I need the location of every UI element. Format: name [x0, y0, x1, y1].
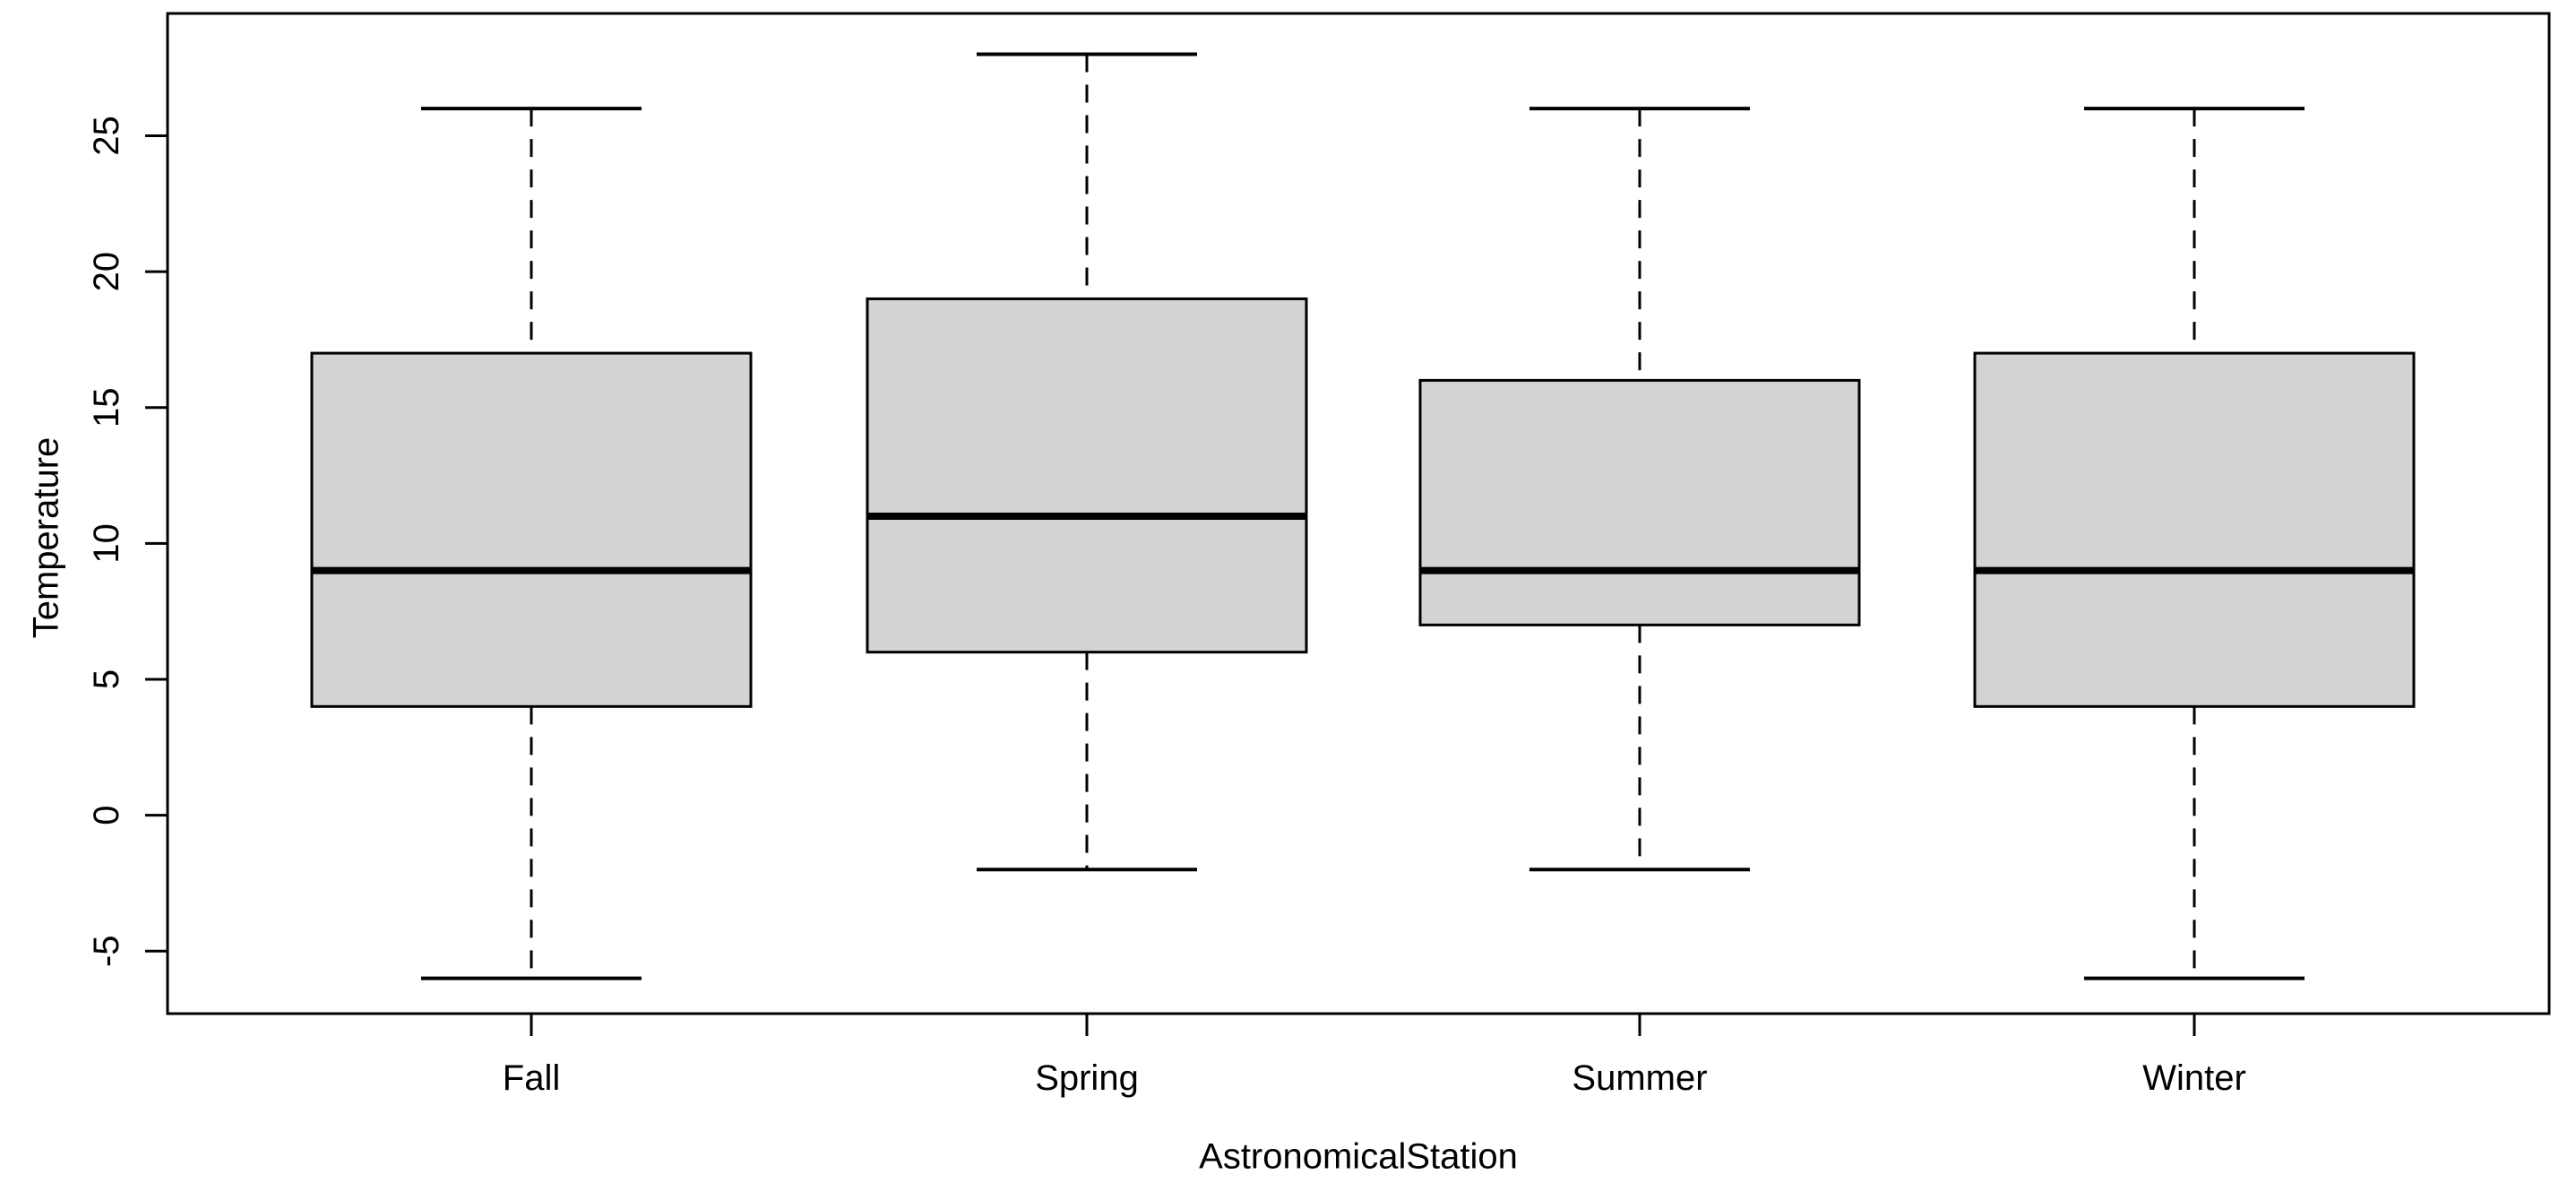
y-tick-label: 5 — [87, 669, 126, 689]
x-axis-title: AstronomicalStation — [1199, 1136, 1518, 1177]
y-tick-label: 15 — [87, 387, 126, 427]
y-tick-label: 10 — [87, 523, 126, 564]
y-axis-title: Temperature — [26, 436, 66, 639]
iqr-box-winter — [1973, 351, 2416, 708]
x-tick-label: Spring — [1035, 1058, 1139, 1098]
y-tick-label: 0 — [87, 805, 126, 825]
x-tick-label: Fall — [503, 1058, 560, 1098]
x-tick-label: Winter — [2142, 1058, 2246, 1098]
plot-border — [166, 12, 2551, 1015]
y-tick-label: 25 — [87, 116, 126, 156]
iqr-box-spring — [866, 297, 1308, 654]
iqr-box-fall — [310, 351, 753, 708]
x-tick-label: Summer — [1572, 1058, 1707, 1098]
y-tick-label: 20 — [87, 252, 126, 292]
iqr-box-summer — [1418, 378, 1861, 626]
y-tick-label: -5 — [87, 935, 126, 967]
